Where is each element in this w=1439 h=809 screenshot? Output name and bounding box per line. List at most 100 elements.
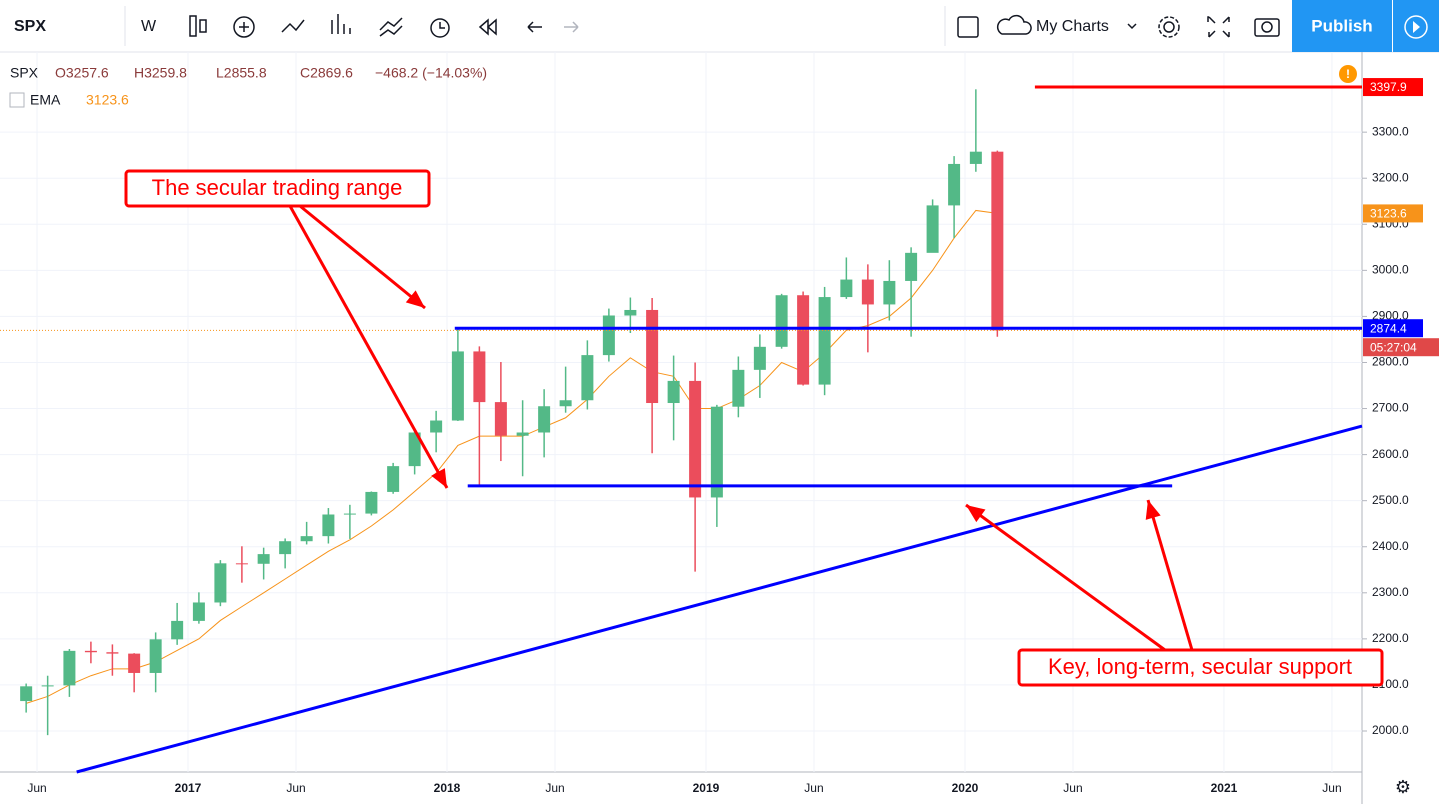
x-tick-label: 2018 bbox=[434, 781, 461, 795]
candle-body bbox=[365, 491, 378, 514]
candle-body bbox=[300, 536, 313, 542]
candle-body bbox=[710, 406, 723, 498]
candle-body bbox=[948, 163, 961, 206]
candle-body bbox=[257, 554, 270, 564]
publish-label[interactable]: Publish bbox=[1311, 16, 1372, 35]
alert-icon[interactable] bbox=[1339, 65, 1357, 83]
arrow-head bbox=[431, 468, 447, 488]
candle-body bbox=[559, 400, 572, 407]
candle-body bbox=[538, 406, 551, 433]
legend-symbol: SPX bbox=[10, 65, 39, 81]
layout-menu[interactable]: My Charts bbox=[1036, 18, 1109, 35]
arrow-head bbox=[405, 290, 425, 308]
candle-body bbox=[84, 650, 97, 653]
price-tag-label: 2874.4 bbox=[1370, 321, 1407, 335]
candle-body bbox=[41, 685, 54, 687]
price-tag bbox=[1363, 78, 1423, 97]
x-tick-label: 2017 bbox=[175, 781, 202, 795]
arrow bbox=[288, 205, 449, 489]
candle-body bbox=[451, 351, 464, 421]
candle-body bbox=[20, 686, 33, 702]
x-tick-label: Jun bbox=[545, 781, 564, 795]
toolbar bbox=[0, 0, 1439, 52]
y-tick-label: 2000.0 bbox=[1372, 723, 1409, 737]
candle-body bbox=[214, 563, 227, 603]
x-tick-label: 2019 bbox=[693, 781, 720, 795]
countdown-label: 05:27:04 bbox=[1370, 340, 1417, 354]
svg-text:!: ! bbox=[1346, 67, 1350, 81]
candle-body bbox=[775, 295, 788, 347]
candle-body bbox=[408, 432, 421, 467]
price-tag-label: 3397.9 bbox=[1370, 80, 1407, 94]
candle-body bbox=[797, 295, 810, 385]
x-tick-label: Jun bbox=[1322, 781, 1341, 795]
candle-body bbox=[840, 279, 853, 298]
y-tick-label: 2700.0 bbox=[1372, 401, 1409, 415]
annotation-text: Key, long-term, secular support bbox=[1048, 654, 1352, 679]
annotation-box bbox=[124, 169, 431, 208]
candle-body bbox=[926, 205, 939, 253]
candle-body bbox=[430, 420, 443, 433]
candle-body bbox=[192, 602, 205, 621]
candle-body bbox=[646, 309, 659, 404]
candle-body bbox=[861, 279, 874, 305]
candle-body bbox=[494, 402, 507, 436]
x-tick-label: Jun bbox=[1063, 781, 1082, 795]
legend-open: O3257.6 bbox=[55, 65, 109, 81]
settings-icon: ⚙ bbox=[1395, 777, 1411, 797]
candle-body bbox=[905, 252, 918, 281]
arrow-head bbox=[966, 505, 986, 523]
y-tick-label: 2300.0 bbox=[1372, 585, 1409, 599]
toolbar-icons[interactable] bbox=[189, 14, 1280, 38]
y-tick-label: 3300.0 bbox=[1372, 124, 1409, 138]
x-tick-label: Jun bbox=[27, 781, 46, 795]
candle-body bbox=[991, 151, 1004, 331]
candle-body bbox=[149, 639, 162, 673]
y-tick-label: 3000.0 bbox=[1372, 263, 1409, 277]
arrow bbox=[965, 503, 1166, 652]
y-tick-label: 2900.0 bbox=[1372, 309, 1409, 323]
x-tick-label: Jun bbox=[286, 781, 305, 795]
candle-body bbox=[602, 315, 615, 356]
y-tick-label: 2400.0 bbox=[1372, 539, 1409, 553]
y-tick-label: 2500.0 bbox=[1372, 493, 1409, 507]
drawn-line bbox=[76, 424, 1363, 774]
y-tick-label: 2600.0 bbox=[1372, 447, 1409, 461]
candle-body bbox=[883, 280, 896, 305]
candle-body bbox=[753, 346, 766, 370]
candle-body bbox=[516, 432, 529, 436]
legend-indicator: EMA bbox=[30, 92, 61, 108]
price-tag bbox=[1363, 319, 1423, 338]
candle-body bbox=[667, 380, 680, 404]
candle-body bbox=[387, 466, 400, 492]
candle-body bbox=[322, 514, 335, 537]
price-tag-label: 3123.6 bbox=[1370, 207, 1407, 221]
candle-body bbox=[171, 620, 184, 640]
interval-button[interactable]: W bbox=[141, 18, 157, 35]
candle-body bbox=[581, 355, 594, 401]
candle-body bbox=[732, 369, 745, 407]
candle-body bbox=[689, 380, 702, 498]
candle-body bbox=[343, 513, 356, 515]
countdown-tag bbox=[1363, 338, 1439, 357]
arrow bbox=[299, 204, 426, 310]
candle-body bbox=[63, 650, 76, 686]
legend-change: −468.2 (−14.03%) bbox=[375, 65, 487, 81]
y-tick-label: 2800.0 bbox=[1372, 355, 1409, 369]
candle-body bbox=[473, 351, 486, 403]
ema-line bbox=[26, 209, 998, 704]
publish-button[interactable] bbox=[1292, 0, 1392, 52]
x-tick-label: Jun bbox=[804, 781, 823, 795]
legend-close: C2869.6 bbox=[300, 65, 353, 81]
symbol-button[interactable]: SPX bbox=[14, 18, 46, 35]
annotation-text: The secular trading range bbox=[152, 175, 403, 200]
y-tick-label: 2200.0 bbox=[1372, 631, 1409, 645]
legend-indicator-value: 3123.6 bbox=[86, 92, 129, 108]
price-tag bbox=[1363, 204, 1423, 223]
legend-high: H3259.8 bbox=[134, 65, 187, 81]
candle-body bbox=[128, 653, 141, 673]
candle-body bbox=[624, 309, 637, 316]
x-tick-label: 2020 bbox=[952, 781, 979, 795]
candle-body bbox=[279, 541, 292, 555]
